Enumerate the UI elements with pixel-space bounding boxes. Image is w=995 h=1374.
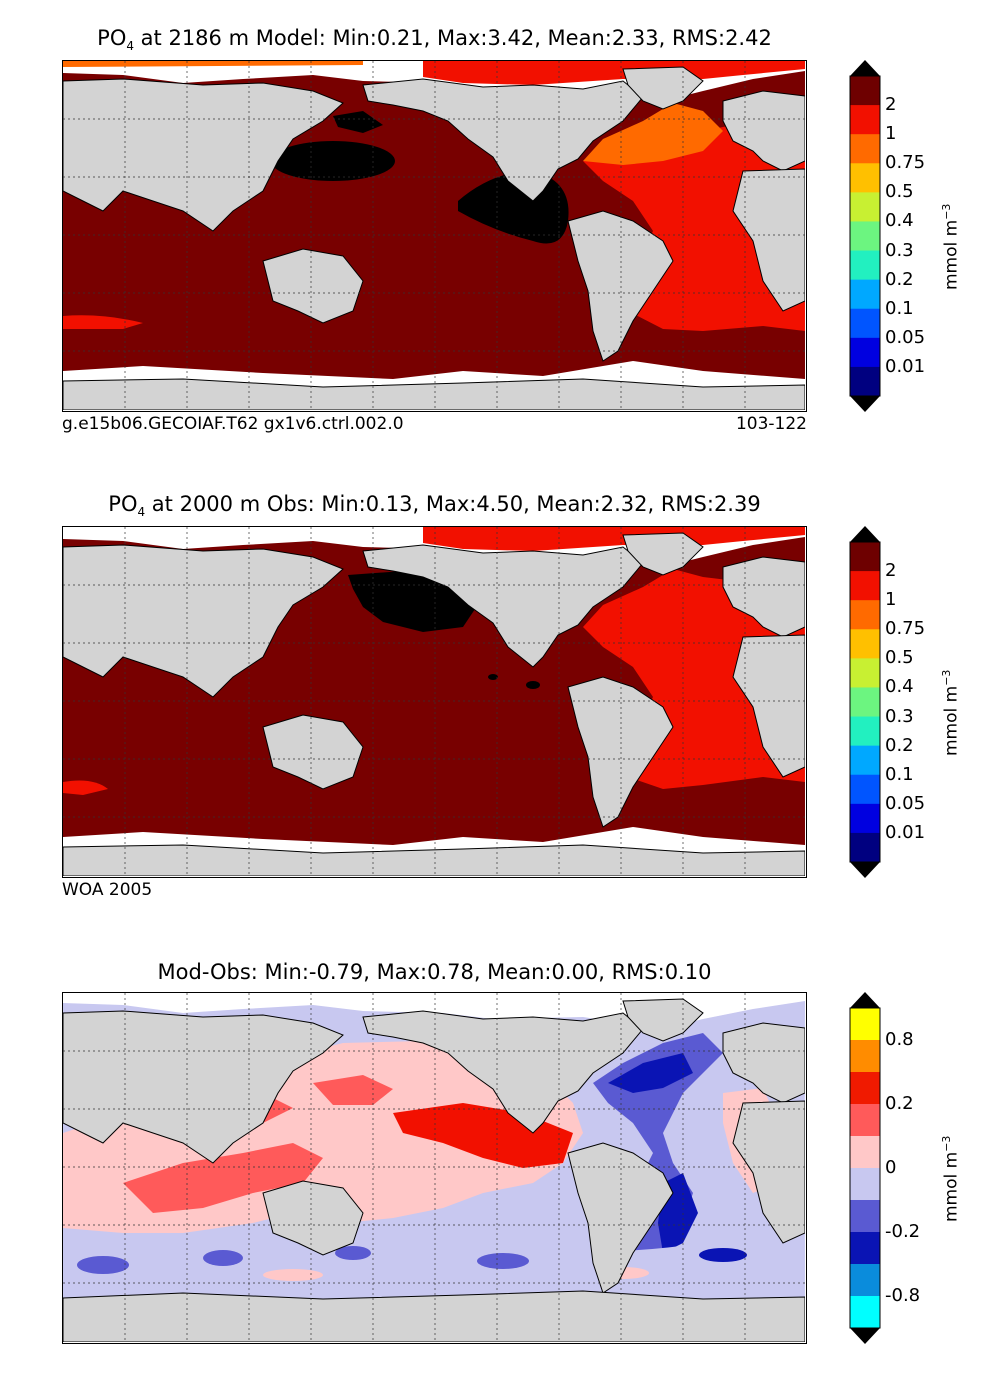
obs-map [62, 526, 807, 878]
colorbar-swatch [850, 1264, 880, 1297]
colorbar-tick-label: 0.1 [885, 297, 914, 319]
colorbar-swatch [850, 134, 880, 164]
model-footer-right: 103-122 [735, 414, 807, 434]
diff-map [62, 992, 807, 1344]
colorbar-swatch [850, 745, 880, 776]
colorbar-swatch [850, 221, 880, 252]
colorbar-swatch [850, 1040, 880, 1073]
colorbar-swatch [850, 832, 880, 863]
colorbar-tick-label: 2 [885, 94, 897, 116]
model-map [62, 60, 807, 412]
obs-colorbar [849, 526, 881, 878]
colorbar-tick-label: 0.75 [885, 152, 926, 174]
colorbar-tick-label: 0 [885, 1157, 897, 1178]
colorbar-tick-label: 0.05 [885, 792, 926, 814]
model-unit-label: mmol m−3 [940, 203, 962, 290]
colorbar-swatch [850, 600, 880, 630]
model-title: PO4 at 2186 m Model: Min:0.21, Max:3.42,… [97, 26, 772, 54]
colorbar-tick-label: 0.75 [885, 618, 926, 640]
colorbar-swatch [850, 716, 880, 747]
colorbar-arrow-bottom [850, 1328, 880, 1344]
colorbar-swatch [850, 308, 880, 339]
colorbar-tick-label: 1 [885, 589, 897, 611]
colorbar-arrow-bottom [850, 862, 880, 878]
colorbar-tick-label: 0.2 [885, 1093, 914, 1114]
colorbar-swatch [850, 1072, 880, 1105]
colorbar-tick-label: 0.3 [885, 705, 914, 727]
diff-title: Mod-Obs: Min:-0.79, Max:0.78, Mean:0.00,… [157, 960, 712, 984]
colorbar-swatch [850, 1232, 880, 1265]
colorbar-tick-label: 0.2 [885, 268, 914, 290]
colorbar-swatch [850, 1104, 880, 1137]
colorbar-tick-label: 0.5 [885, 647, 914, 669]
colorbar-tick-label: 0.5 [885, 181, 914, 203]
colorbar-arrow-top [850, 60, 880, 76]
colorbar-swatch [850, 105, 880, 135]
colorbar-tick-label: 0.05 [885, 326, 926, 348]
colorbar-swatch [850, 629, 880, 659]
colorbar-swatch [850, 774, 880, 805]
colorbar-swatch [850, 250, 880, 281]
colorbar-swatch [850, 1200, 880, 1233]
colorbar-swatch [850, 1168, 880, 1201]
colorbar-tick-label: 0.1 [885, 763, 914, 785]
colorbar-swatch [850, 687, 880, 718]
diff-colorbar [849, 992, 881, 1344]
colorbar-swatch [850, 163, 880, 193]
colorbar-tick-label: 0.3 [885, 239, 914, 261]
obs-title: PO4 at 2000 m Obs: Min:0.13, Max:4.50, M… [108, 492, 761, 520]
model-panel: PO4 at 2186 m Model: Min:0.21, Max:3.42,… [0, 0, 995, 460]
colorbar-swatch [850, 542, 880, 572]
colorbar-tick-label: 0.01 [885, 821, 926, 843]
colorbar-swatch [850, 1296, 880, 1329]
colorbar-tick-label: 0.4 [885, 210, 914, 232]
model-colorbar [849, 60, 881, 412]
colorbar-tick-label: -0.2 [885, 1221, 921, 1242]
colorbar-swatch [850, 1136, 880, 1169]
colorbar-tick-label: -0.8 [885, 1285, 921, 1306]
diff-panel: Mod-Obs: Min:-0.79, Max:0.78, Mean:0.00,… [0, 932, 995, 1374]
colorbar-swatch [850, 76, 880, 106]
colorbar-arrow-top [850, 992, 880, 1008]
diff-unit-label: mmol m−3 [940, 1135, 962, 1222]
obs-footer-left: WOA 2005 [62, 880, 153, 900]
obs-panel: PO4 at 2000 m Obs: Min:0.13, Max:4.50, M… [0, 466, 995, 926]
colorbar-swatch [850, 192, 880, 222]
colorbar-tick-label: 0.8 [885, 1029, 914, 1050]
colorbar-swatch [850, 658, 880, 688]
colorbar-tick-label: 1 [885, 123, 897, 145]
colorbar-tick-label: 2 [885, 560, 897, 582]
colorbar-swatch [850, 803, 880, 834]
colorbar-tick-label: 0.4 [885, 676, 914, 698]
colorbar-tick-label: 0.01 [885, 355, 926, 377]
obs-unit-label: mmol m−3 [940, 669, 962, 756]
colorbar-arrow-bottom [850, 396, 880, 412]
colorbar-swatch [850, 366, 880, 397]
colorbar-swatch [850, 279, 880, 310]
colorbar-swatch [850, 571, 880, 601]
colorbar-swatch [850, 337, 880, 368]
model-footer-left: g.e15b06.GECOIAF.T62 gx1v6.ctrl.002.0 [62, 414, 404, 434]
colorbar-tick-label: 0.2 [885, 734, 914, 756]
colorbar-arrow-top [850, 526, 880, 542]
colorbar-swatch [850, 1008, 880, 1041]
